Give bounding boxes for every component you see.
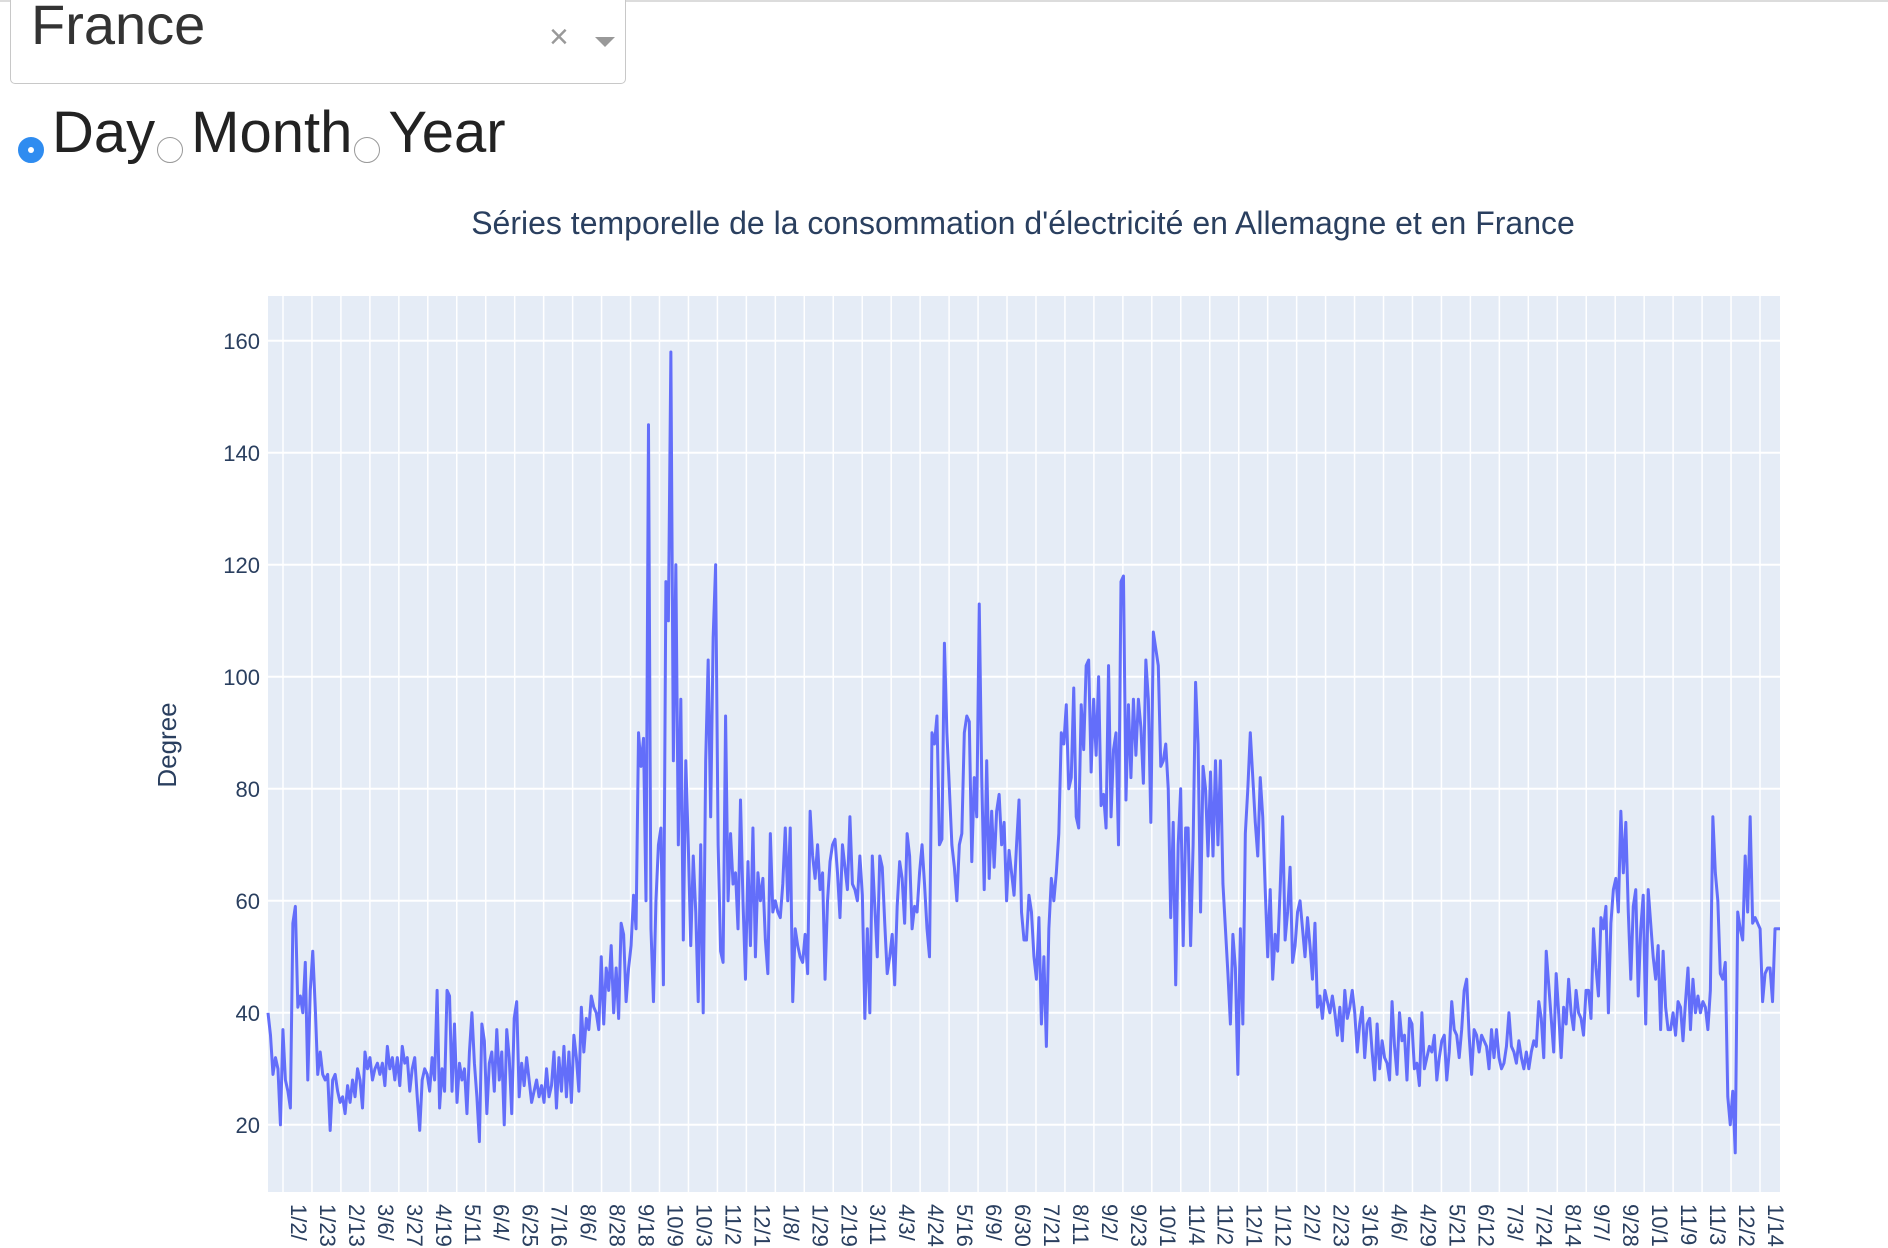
chart-title: Séries temporelle de la consommation d'é… [471,205,1575,241]
x-tick-label: 5/11 [460,1204,485,1245]
x-tick-label: 7/21 [1039,1204,1064,1247]
radio-label-day: Day [52,100,156,165]
x-tick-label: 4/3/ [894,1204,919,1242]
x-tick-label: 10/1 [1647,1204,1672,1247]
x-tick-label: 4/6/ [1387,1204,1412,1242]
y-axis-ticks: 20 40 60 80 100 120 140 160 [223,329,260,1138]
country-dropdown[interactable]: France × [10,0,626,84]
y-tick-label: 100 [223,665,260,690]
x-tick-label: 8/11 [1068,1204,1093,1245]
x-tick-label: 2/23 [1329,1204,1354,1247]
granularity-radio-group: Day Month Year [18,98,508,168]
horizontal-gridlines [268,339,1780,1126]
x-tick-label: 8/6/ [576,1204,601,1242]
x-tick-label: 11/9 [1676,1204,1701,1245]
chevron-down-icon[interactable] [595,37,615,47]
radio-option-day[interactable]: Day [18,101,155,165]
radio-label-year: Year [388,100,506,165]
x-tick-label: 3/16 [1358,1204,1383,1247]
y-tick-label: 120 [223,553,260,578]
x-tick-label: 11/4 [1184,1204,1209,1245]
x-tick-label: 11/2 [720,1204,745,1245]
x-tick-label: 7/3/ [1502,1204,1527,1242]
x-tick-label: 9/2/ [1097,1204,1122,1242]
x-tick-label: 1/29 [807,1204,832,1247]
consumption-line-chart: Séries temporelle de la consommation d'é… [152,205,1788,1247]
x-tick-label: 12/1 [749,1204,774,1247]
x-tick-label: 4/24 [923,1204,948,1247]
radio-button-month[interactable] [157,137,184,163]
x-tick-label: 6/9/ [981,1204,1006,1242]
x-tick-label: 9/7/ [1589,1204,1614,1242]
y-tick-label: 40 [236,1001,260,1026]
x-tick-label: 8/14 [1560,1204,1585,1247]
x-tick-label: 10/3 [691,1204,716,1247]
x-tick-label: 3/27 [402,1204,427,1247]
y-tick-label: 140 [223,441,260,466]
x-tick-label: 2/13 [344,1204,369,1247]
radio-option-year[interactable]: Year [354,100,506,165]
x-tick-label: 9/28 [1618,1204,1643,1247]
y-tick-label: 160 [223,329,260,354]
x-tick-label: 3/6/ [373,1204,398,1242]
y-tick-label: 80 [236,777,260,802]
x-tick-label: 11/3 [1705,1204,1730,1245]
series-line [266,350,1780,1155]
x-tick-label: 7/16 [547,1204,572,1247]
y-tick-label: 20 [236,1113,260,1138]
x-tick-label: 6/30 [1010,1204,1035,1247]
y-axis-label: Degree [152,702,182,787]
x-tick-label: 12/1 [1242,1204,1267,1247]
x-tick-label: 5/21 [1444,1204,1469,1247]
radio-button-year[interactable] [354,137,381,163]
x-tick-label: 6/4/ [489,1204,514,1242]
x-tick-label: 7/24 [1531,1204,1556,1247]
x-tick-label: 4/19 [431,1204,456,1247]
x-tick-label: 3/11 [865,1204,890,1245]
x-tick-label: 6/12 [1473,1204,1498,1247]
x-tick-label: 4/29 [1415,1204,1440,1247]
x-tick-label: 10/1 [1155,1204,1180,1247]
x-tick-label: 1/14 [1763,1204,1788,1247]
x-tick-label: 12/2 [1734,1204,1759,1247]
dropdown-selected-value: France [31,0,206,56]
x-tick-label: 1/12 [1271,1204,1296,1247]
clear-icon[interactable]: × [549,18,569,56]
x-tick-label: 1/8/ [778,1204,803,1242]
x-tick-label: 8/28 [605,1204,630,1247]
x-tick-label: 2/19 [836,1204,861,1247]
x-tick-label: 1/23 [315,1204,340,1247]
top-divider [0,0,1888,2]
radio-option-month[interactable]: Month [157,101,352,165]
x-axis-ticks: 1/2/1/23 2/13 3/6/3/27 4/19 5/11 6/4/6/25 7/16… [286,1204,1788,1247]
y-tick-label: 60 [236,889,260,914]
x-tick-label: 5/16 [952,1204,977,1247]
x-tick-label: 6/25 [518,1204,543,1247]
x-tick-label: 9/23 [1126,1204,1151,1247]
x-tick-label: 9/18 [634,1204,659,1247]
x-tick-label: 10/9 [662,1204,687,1247]
x-tick-label: 11/2 [1213,1204,1238,1245]
radio-label-month: Month [191,100,353,165]
x-tick-label: 2/2/ [1300,1204,1325,1242]
radio-button-day[interactable] [18,137,44,163]
x-tick-label: 1/2/ [286,1204,311,1242]
